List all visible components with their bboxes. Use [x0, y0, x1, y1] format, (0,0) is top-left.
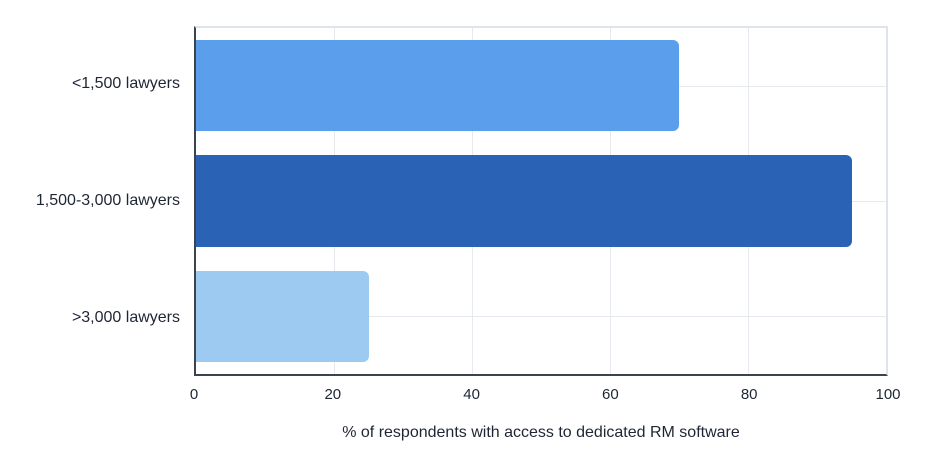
bar — [196, 40, 679, 132]
bar — [196, 270, 369, 362]
x-tick-label: 20 — [324, 386, 342, 403]
x-axis-title: % of respondents with access to dedicate… — [342, 424, 740, 441]
x-tick-label: 100 — [875, 386, 901, 403]
y-category-labels: <1,500 lawyers 1,500-3,000 lawyers >3,000 … — [0, 26, 180, 376]
category-label: >3,000 lawyers — [71, 308, 180, 326]
category-label: <1,500 lawyers — [71, 75, 180, 93]
x-tick-label: 60 — [602, 386, 619, 403]
x-tick-label: 0 — [189, 386, 199, 403]
x-tick-label: 80 — [740, 386, 758, 403]
category-label: 1,500-3,000 lawyers — [35, 191, 180, 209]
x-axis-tick-labels: 0 20 40 60 80 100 — [190, 386, 901, 408]
plot-area — [194, 26, 888, 376]
bar — [196, 155, 852, 247]
y-gridline — [196, 316, 886, 318]
x-tick-label: 40 — [463, 386, 480, 403]
